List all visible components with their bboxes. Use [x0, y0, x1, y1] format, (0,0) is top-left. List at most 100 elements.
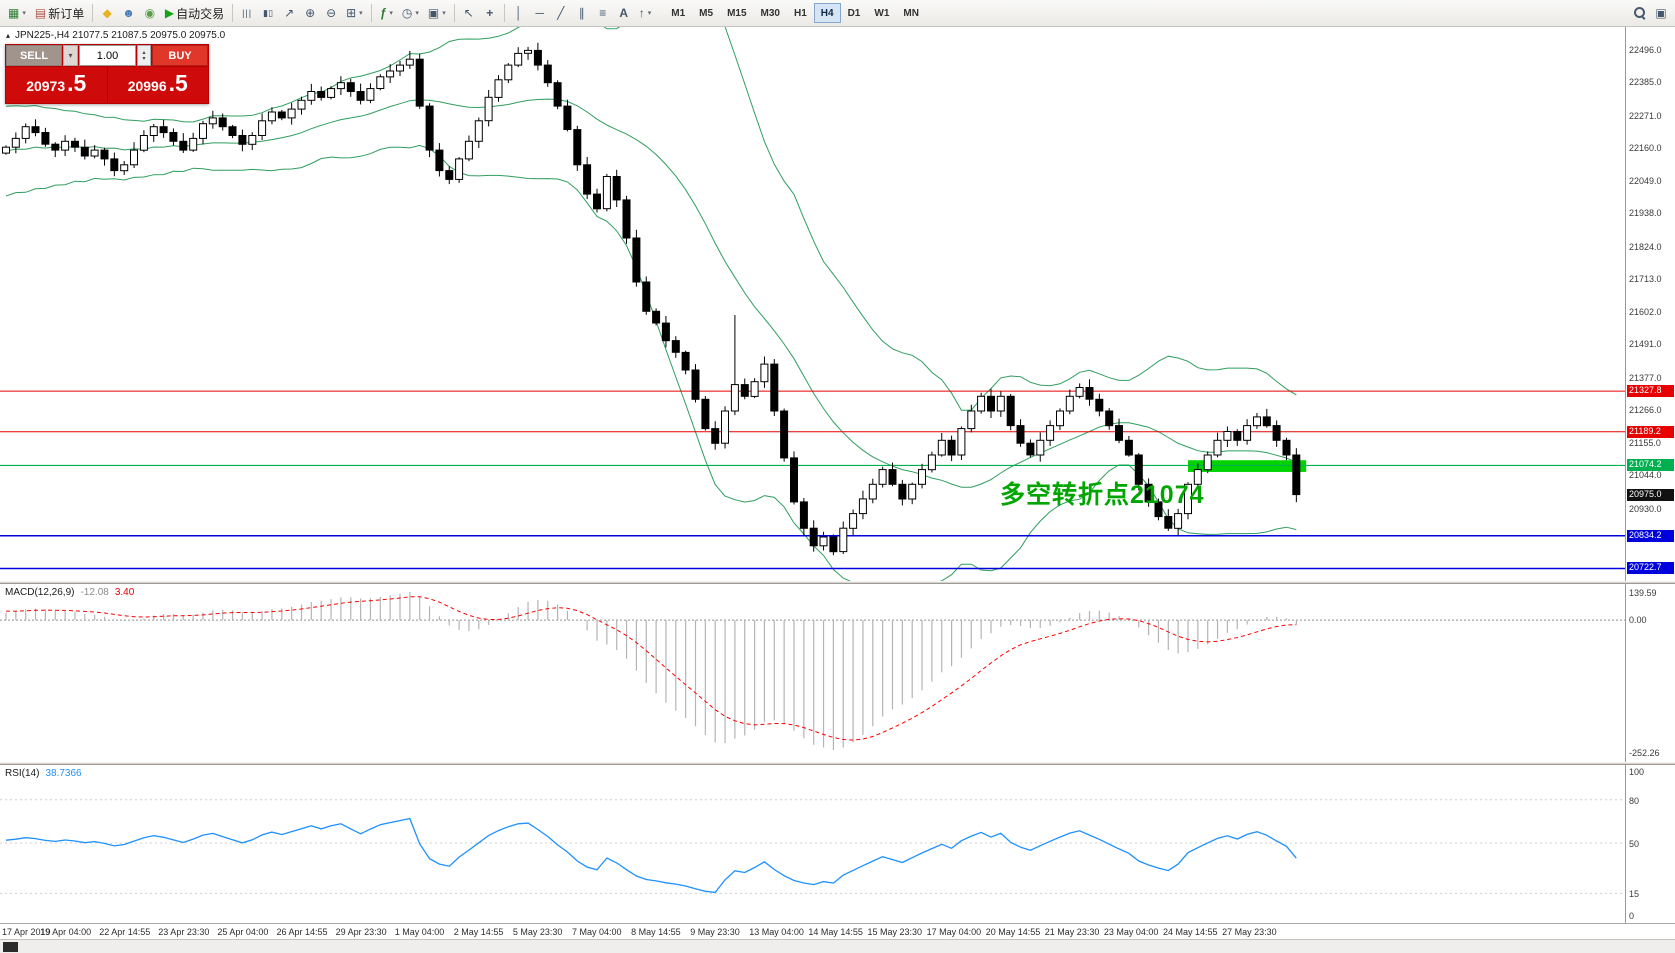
indicators-button[interactable]: ƒ ▾ [376, 2, 397, 24]
trendline-icon: ╱ [557, 6, 565, 20]
rsi-axis[interactable]: 100 80 50 15 0 [1625, 765, 1675, 923]
window-layout-button[interactable]: ▣ [1651, 2, 1671, 24]
bar-chart-button[interactable]: ||| [237, 2, 257, 24]
buy-price-main: 20996 [127, 78, 167, 94]
level-price-tag: 21189.2 [1627, 425, 1674, 438]
date-axis-label: 17 Apr 2019 [2, 927, 51, 937]
buy-button[interactable]: BUY [152, 45, 208, 66]
line-chart-button[interactable]: ↗ [279, 2, 299, 24]
price-axis-label: 21713.0 [1629, 274, 1662, 285]
price-axis-label: 21266.0 [1629, 405, 1662, 416]
date-axis-label: 23 May 04:00 [1103, 927, 1159, 937]
sell-price-main: 20973 [26, 78, 66, 94]
sell-button[interactable]: SELL [6, 45, 62, 66]
rsi-chart[interactable] [0, 765, 1625, 923]
price-axis-label: 21824.0 [1629, 241, 1662, 252]
period-button[interactable]: ◷ ▾ [398, 2, 423, 24]
arrows-tool-button[interactable]: ↑ ▾ [635, 2, 656, 24]
date-axis-label: 23 Apr 23:30 [158, 927, 210, 937]
timeframe-button-h1[interactable]: H1 [793, 7, 807, 19]
buy-price[interactable]: 20996 .5 [107, 67, 208, 103]
price-axis-label: 22385.0 [1629, 77, 1662, 88]
date-axis-label: 26 Apr 14:55 [276, 927, 328, 937]
panel-splitter[interactable] [0, 581, 1675, 584]
quotes-icon: ◆ [102, 6, 112, 20]
macd-label: MACD(12,26,9) -12.08 3.40 [5, 587, 134, 598]
horizontal-scrollbar[interactable] [0, 939, 1675, 953]
highlight-zone-rect[interactable] [1188, 460, 1307, 472]
zoom-out-button[interactable]: ⊖ [321, 2, 341, 24]
volume-stepper[interactable]: ▴ ▾ [137, 45, 151, 66]
tile-windows-button[interactable]: ⊞ ▾ [342, 2, 367, 24]
bollinger-upper-band[interactable] [5, 27, 1297, 411]
timeframe-button-h4[interactable]: H4 [813, 3, 841, 23]
main-chart[interactable] [0, 27, 1625, 581]
candlestick-chart-button[interactable]: ▮▯ [258, 2, 278, 24]
scrollbar-thumb[interactable] [3, 942, 18, 952]
stepper-down-icon: ▾ [142, 55, 146, 62]
search-icon [1634, 7, 1646, 19]
chevron-down-icon: ▾ [359, 10, 363, 17]
stepper-up-icon: ▴ [142, 49, 146, 56]
macd-axis[interactable]: 139.59 0.00 -252.26 [1625, 584, 1675, 762]
channel-icon: ∥ [578, 6, 585, 20]
volume-dropdown-button[interactable]: ▾ [63, 45, 78, 66]
timeframe-button-m30[interactable]: M30 [760, 7, 780, 19]
crosshair-button[interactable]: + [480, 2, 500, 24]
timeframe-button-w1[interactable]: W1 [874, 7, 890, 19]
date-axis-label: 14 May 14:55 [808, 927, 863, 937]
templates-button[interactable]: ▣ ▾ [424, 2, 450, 24]
panel-splitter[interactable] [0, 762, 1675, 765]
rsi-axis-label: 0 [1629, 911, 1635, 921]
zoom-in-button[interactable]: ⊕ [300, 2, 320, 24]
accounts-button[interactable]: ☻ [118, 2, 139, 24]
candlestick-series [2, 42, 1301, 556]
level-price-tag: 21074.2 [1627, 459, 1674, 472]
bollinger-lower-band[interactable] [5, 144, 1297, 581]
channel-button[interactable]: ∥ [572, 2, 592, 24]
macd-name: MACD(12,26,9) [5, 587, 75, 598]
macd-chart[interactable] [0, 584, 1625, 762]
chart-annotation-text[interactable]: 多空转折点21074 [1000, 481, 1205, 509]
price-axis-label: 21044.0 [1629, 470, 1662, 481]
chevron-down-icon: ▾ [415, 10, 419, 17]
date-axis[interactable]: 17 Apr 2019 19 Apr 04:00 22 Apr 14:55 23 Ap… [0, 923, 1675, 939]
macd-axis-label: 0.00 [1629, 615, 1647, 626]
clock-icon: ◷ [401, 6, 413, 20]
quotes-button[interactable]: ◆ [97, 2, 117, 24]
fibonacci-button[interactable]: ≡ [593, 2, 613, 24]
sell-price[interactable]: 20973 .5 [6, 67, 107, 103]
price-axis-label: 20930.0 [1629, 503, 1662, 514]
search-button[interactable] [1630, 2, 1650, 24]
one-click-toggle-icon[interactable]: ▴ [6, 31, 11, 40]
date-axis-label: 7 May 04:00 [572, 927, 622, 937]
cursor-button[interactable]: ↖ [459, 2, 479, 24]
trendline-button[interactable]: ╱ [551, 2, 571, 24]
date-axis-label: 27 May 23:30 [1222, 927, 1277, 937]
auto-trading-icon: ▶ [164, 6, 175, 20]
timeframe-button-m1[interactable]: M1 [671, 7, 686, 19]
auto-trading-label: 自动交易 [176, 6, 225, 21]
horizontal-line-button[interactable]: ─ [530, 2, 550, 24]
timeframe-button-m15[interactable]: M15 [727, 7, 747, 19]
rsi-axis-label: 100 [1629, 767, 1645, 777]
auto-trading-button[interactable]: ▶ 自动交易 [161, 2, 228, 24]
price-axis-label: 22160.0 [1629, 143, 1662, 154]
price-axis[interactable]: 22496.0 22385.0 22271.0 22160.0 22049.0 21938… [1625, 27, 1675, 581]
text-tool-button[interactable]: A [614, 2, 634, 24]
new-chart-button[interactable]: ▦ ▾ [4, 2, 30, 24]
timeframe-button-mn[interactable]: MN [903, 7, 919, 19]
new-order-button[interactable]: ▤ 新订单 [31, 2, 88, 24]
timeframe-button-d1[interactable]: D1 [847, 7, 861, 19]
volume-input[interactable] [79, 45, 136, 66]
arrows-tool-icon: ↑ [638, 6, 645, 20]
zoom-in-icon: ⊕ [305, 6, 316, 20]
templates-icon: ▣ [427, 6, 440, 20]
bollinger-middle-band[interactable] [5, 98, 1297, 488]
timeframe-button-m5[interactable]: M5 [699, 7, 714, 19]
vertical-line-button[interactable]: │ [509, 2, 529, 24]
rsi-axis-label: 80 [1629, 795, 1640, 806]
candlestick-chart-icon: ▮▯ [263, 7, 274, 18]
timeframe-toolbar: M1 M5 M15 M30 H1 H4 D1 W1 MN [664, 3, 926, 23]
news-button[interactable]: ◉ [140, 2, 160, 24]
